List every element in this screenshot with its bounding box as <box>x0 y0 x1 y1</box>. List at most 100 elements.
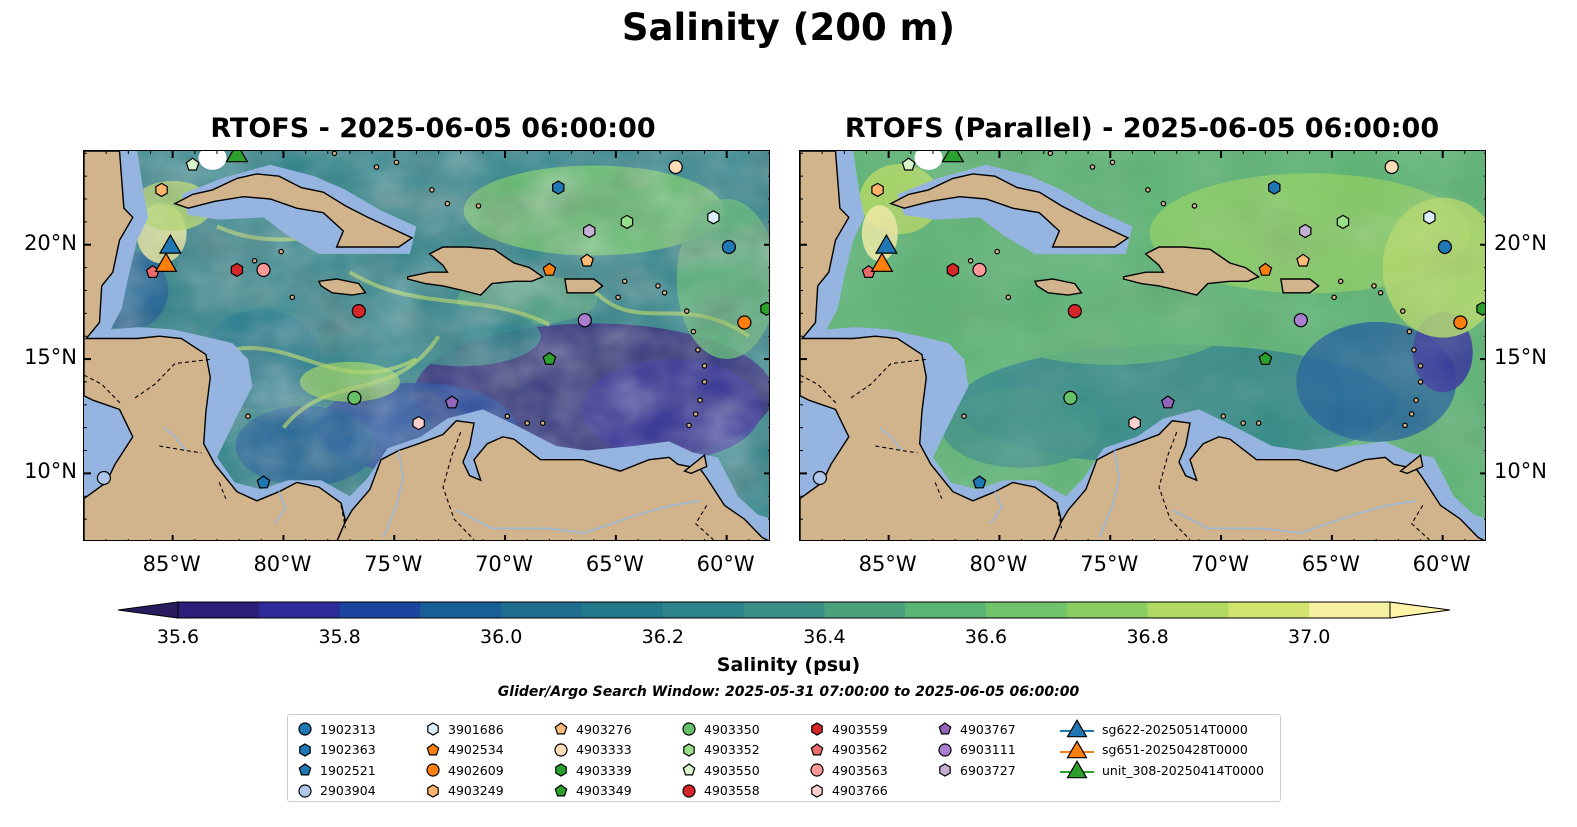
country-border <box>850 358 929 399</box>
small-island <box>1047 151 1054 157</box>
legend-entry: 4903276 <box>554 719 632 740</box>
legend-entry: 4903249 <box>426 781 504 802</box>
colorbar <box>118 601 1450 619</box>
small-island <box>245 413 251 420</box>
colorbar-segment <box>1147 602 1229 618</box>
float-marker-4903563 <box>972 262 987 278</box>
country-border <box>1158 432 1191 540</box>
legend-label: 4903558 <box>704 783 760 799</box>
country-border <box>694 505 714 540</box>
lon-tick-label: 65°W <box>585 552 644 576</box>
legend-column: 1902313 1902363 1902521 2903904 <box>298 719 376 801</box>
legend-marker-triangle-icon <box>1060 719 1094 738</box>
colorbar-segment <box>824 602 906 618</box>
small-island <box>1220 413 1227 420</box>
small-island <box>429 187 435 193</box>
colorbar-segment <box>178 602 260 618</box>
colorbar-extend-min <box>118 601 179 619</box>
lon-tick-label: 60°W <box>696 552 755 576</box>
legend-entry: 4903339 <box>554 760 632 781</box>
country-border <box>1410 505 1430 540</box>
colorbar-segment <box>582 602 664 618</box>
colorbar-extend-max <box>1389 601 1450 619</box>
colorbar-tick-label: 36.6 <box>964 626 1008 648</box>
legend-label: 2903904 <box>320 783 376 799</box>
small-island <box>444 200 451 207</box>
float-marker-4903339 <box>760 301 769 316</box>
legend-entry: 1902363 <box>298 740 376 761</box>
legend-marker-circle-icon <box>426 763 440 777</box>
river <box>1300 500 1417 534</box>
legend: 1902313 1902363 1902521 2903904 3901686 49025… <box>287 714 1281 802</box>
float-marker-4903333 <box>1384 159 1399 175</box>
small-island <box>615 294 621 301</box>
small-island <box>1337 278 1344 285</box>
country-border <box>134 358 213 399</box>
legend-column: 4903276 4903333 4903339 4903349 <box>554 719 632 801</box>
legend-marker-circle-icon <box>554 743 568 757</box>
legend-marker-circle-icon <box>682 784 696 798</box>
lat-tick-label-right: 15°N <box>1494 345 1547 370</box>
float-marker-4903766 <box>1128 415 1141 431</box>
river <box>382 450 404 538</box>
map-canvas <box>800 151 1485 540</box>
country-border <box>875 445 918 454</box>
legend-label: 4902609 <box>448 762 504 778</box>
country-border <box>1056 505 1063 529</box>
glider-marker-unit_308-20250414T0000 <box>225 151 249 163</box>
legend-entry: 4903352 <box>682 740 760 761</box>
legend-marker-hexagon-icon <box>683 743 695 757</box>
legend-marker-hexagon-icon <box>939 763 951 777</box>
glider-marker-sg651-20250428T0000 <box>154 252 178 273</box>
legend-marker-circle-icon <box>938 743 952 757</box>
lon-tick-label: 70°W <box>475 552 534 576</box>
float-marker-4902534 <box>542 262 557 276</box>
legend-label: 4903352 <box>704 742 760 758</box>
small-island <box>1408 411 1415 417</box>
no-data-patch <box>198 151 227 170</box>
small-island <box>331 151 338 157</box>
legend-entry: 1902521 <box>298 760 376 781</box>
legend-label: 4903559 <box>832 721 888 737</box>
river <box>273 491 287 525</box>
legend-label: 4903333 <box>576 742 632 758</box>
colorbar-label: Salinity (psu) <box>716 654 861 676</box>
small-island <box>504 413 511 420</box>
float-marker-4903333 <box>668 159 683 175</box>
lon-tick-label: 75°W <box>1080 552 1139 576</box>
lat-tick-label-left: 10°N <box>24 459 77 484</box>
legend-entry: 3901686 <box>426 719 504 740</box>
small-island <box>475 203 482 209</box>
float-marker-4903249 <box>871 182 884 198</box>
river <box>989 491 1003 525</box>
legend-entry: 1902313 <box>298 719 376 740</box>
country-border <box>442 432 475 540</box>
float-marker-4903249 <box>155 182 168 198</box>
colorbar-segment <box>339 602 421 618</box>
small-island <box>1145 187 1151 193</box>
colorbar-segment <box>501 602 583 618</box>
legend-marker-triangle-icon <box>1060 739 1094 759</box>
legend-label: sg622-20250514T0000 <box>1102 721 1248 737</box>
legend-entry: 4903559 <box>810 719 888 740</box>
lat-tick-label-left: 20°N <box>24 230 77 255</box>
legend-label: sg651-20250428T0000 <box>1102 742 1248 758</box>
panel-title-rtofs-parallel: RTOFS (Parallel) - 2025-06-05 06:00:00 <box>844 113 1440 144</box>
no-data-patch <box>914 151 943 170</box>
colorbar-tick-label: 37.0 <box>1288 626 1331 648</box>
lon-tick-label: 65°W <box>1301 552 1360 576</box>
legend-marker-pentagon-icon <box>426 743 440 756</box>
map-panel-rtofs-parallel <box>799 150 1486 541</box>
small-island <box>994 248 1001 255</box>
land-mass <box>406 246 545 296</box>
land-mass <box>564 278 604 294</box>
land-mass <box>889 173 1130 248</box>
legend-marker-triangle-icon <box>1060 760 1094 779</box>
small-island <box>697 397 703 404</box>
float-marker-4903349 <box>542 351 557 365</box>
float-marker-4903559 <box>946 262 960 278</box>
small-island <box>1255 420 1262 426</box>
legend-marker-circle-icon <box>682 722 696 736</box>
legend-label: 1902313 <box>320 721 376 737</box>
land-mass <box>317 278 367 296</box>
